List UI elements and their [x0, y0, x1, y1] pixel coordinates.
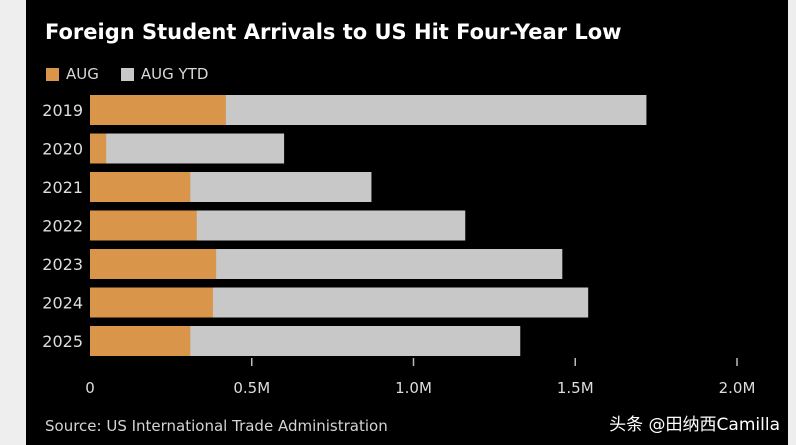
bar-aug-2019: [90, 95, 226, 125]
chart-source: Source: US International Trade Administr…: [45, 417, 388, 435]
bar-aug-ytd-2020: [90, 133, 285, 164]
chart-panel: Foreign Student Arrivals to US Hit Four-…: [26, 0, 788, 445]
bar-aug-2020: [90, 133, 107, 164]
bar-aug-2025: [90, 326, 191, 356]
legend-label-aug-ytd: AUG YTD: [140, 65, 209, 83]
y-tick-label-2025: 2025: [42, 332, 83, 351]
legend-item-aug: AUG: [46, 65, 99, 83]
bar-chart: 2019 2020 2021 2022 2023 2024 2025 0 0.5M 1.0M 1.5…: [42, 95, 756, 397]
bar-aug-2021: [90, 172, 191, 202]
legend-swatch-aug-ytd: [120, 67, 134, 81]
x-tick-label-0: 0: [85, 379, 95, 397]
y-tick-label-2021: 2021: [42, 178, 83, 197]
x-tick-label-3: 1.5M: [557, 379, 594, 397]
chart-title: Foreign Student Arrivals to US Hit Four-…: [45, 20, 622, 44]
bar-aug-2022: [90, 210, 197, 241]
legend-label-aug: AUG: [66, 65, 99, 83]
x-tick-label-2: 1.0M: [395, 379, 432, 397]
watermark-text: 头条 @田纳西Camilla: [609, 415, 780, 435]
y-tick-label-2024: 2024: [42, 294, 83, 313]
y-tick-label-2022: 2022: [42, 217, 83, 236]
legend-item-aug-ytd: AUG YTD: [120, 65, 209, 83]
x-tick-label-4: 2.0M: [719, 379, 756, 397]
bar-aug-2023: [90, 249, 217, 279]
y-tick-label-2020: 2020: [42, 140, 83, 159]
y-tick-label-2019: 2019: [42, 101, 83, 120]
y-tick-label-2023: 2023: [42, 255, 83, 274]
chart-legend: AUG AUG YTD: [46, 65, 230, 83]
x-tick-label-1: 0.5M: [233, 379, 270, 397]
legend-swatch-aug: [46, 67, 59, 81]
bar-aug-2024: [90, 287, 213, 318]
